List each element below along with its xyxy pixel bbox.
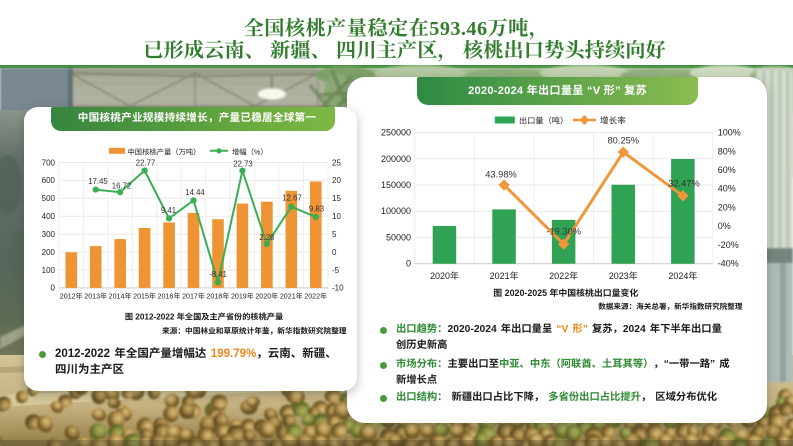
svg-text:2024年: 2024年	[668, 271, 697, 281]
svg-text:2023年: 2023年	[609, 271, 638, 281]
svg-text:2022年: 2022年	[549, 271, 578, 281]
svg-text:2.28: 2.28	[259, 233, 274, 242]
svg-text:2021年: 2021年	[490, 271, 519, 281]
svg-text:16.72: 16.72	[112, 182, 132, 191]
svg-text:2019年: 2019年	[231, 293, 254, 301]
svg-text:出口量（吨）: 出口量（吨）	[519, 116, 568, 125]
svg-text:100: 100	[42, 266, 56, 275]
svg-text:10: 10	[332, 212, 341, 221]
svg-text:43.98%: 43.98%	[485, 170, 517, 180]
svg-text:0%: 0%	[718, 221, 731, 231]
svg-text:-20%: -20%	[718, 240, 739, 250]
svg-text:20: 20	[332, 176, 341, 185]
svg-text:2020年: 2020年	[255, 293, 278, 301]
svg-text:600: 600	[42, 176, 56, 185]
svg-text:图 2020-2025 年中国核桃出口量变化: 图 2020-2025 年中国核桃出口量变化	[493, 288, 638, 298]
svg-text:-10: -10	[332, 284, 344, 293]
svg-text:200000: 200000	[381, 154, 411, 164]
svg-text:-40%: -40%	[718, 259, 739, 269]
svg-text:22.73: 22.73	[233, 159, 253, 168]
svg-text:25: 25	[332, 158, 341, 167]
svg-text:22.77: 22.77	[136, 159, 156, 168]
svg-text:2020年: 2020年	[430, 271, 459, 281]
svg-text:2022年: 2022年	[304, 293, 327, 301]
svg-text:2017年: 2017年	[182, 293, 205, 301]
svg-text:2018年: 2018年	[206, 293, 229, 301]
svg-text:14.44: 14.44	[185, 188, 205, 197]
svg-text:来源：中国林业和草原统计年鉴，新华指数研究院整理: 来源：中国林业和草原统计年鉴，新华指数研究院整理	[162, 327, 347, 336]
svg-text:2013年: 2013年	[84, 293, 107, 301]
svg-text:100000: 100000	[381, 206, 411, 216]
svg-text:2012年: 2012年	[60, 293, 83, 301]
svg-text:5: 5	[332, 230, 337, 239]
svg-text:40%: 40%	[718, 184, 736, 194]
svg-text:300: 300	[42, 230, 56, 239]
svg-text:-19.30%: -19.30%	[546, 226, 581, 236]
svg-text:700: 700	[42, 158, 56, 167]
svg-text:9.41: 9.41	[161, 206, 176, 215]
svg-text:150000: 150000	[381, 180, 411, 190]
svg-text:2015年: 2015年	[133, 293, 156, 301]
svg-text:50000: 50000	[386, 232, 411, 242]
svg-text:500: 500	[42, 194, 56, 203]
svg-text:32.47%: 32.47%	[668, 179, 700, 189]
svg-text:0: 0	[406, 259, 411, 269]
svg-text:12.67: 12.67	[282, 193, 302, 202]
svg-text:中国核桃产量（万吨）: 中国核桃产量（万吨）	[128, 147, 201, 156]
svg-text:17.45: 17.45	[88, 177, 108, 186]
svg-text:250000: 250000	[381, 128, 411, 138]
svg-text:100%: 100%	[718, 128, 741, 138]
svg-text:增长率: 增长率	[600, 115, 626, 125]
svg-text:2016年: 2016年	[158, 293, 181, 301]
svg-text:-5: -5	[332, 266, 340, 275]
svg-text:0: 0	[332, 248, 337, 257]
svg-text:图 2012-2022 年全国及主产省份的核桃产量: 图 2012-2022 年全国及主产省份的核桃产量	[125, 312, 283, 322]
svg-text:2021年: 2021年	[280, 293, 303, 301]
svg-text:-8.41: -8.41	[209, 270, 227, 279]
svg-text:80%: 80%	[718, 146, 736, 156]
svg-text:20%: 20%	[718, 202, 736, 212]
svg-text:增幅（%）: 增幅（%）	[232, 147, 268, 156]
svg-text:60%: 60%	[718, 165, 736, 175]
svg-text:2014年: 2014年	[109, 293, 132, 301]
svg-text:80.25%: 80.25%	[608, 136, 640, 146]
svg-text:400: 400	[42, 212, 56, 221]
svg-text:0: 0	[51, 284, 56, 293]
svg-text:200: 200	[42, 248, 56, 257]
svg-text:数据来源：海关总署，新华指数研究院整理: 数据来源：海关总署，新华指数研究院整理	[598, 302, 743, 311]
svg-text:15: 15	[332, 194, 341, 203]
svg-text:9.83: 9.83	[309, 205, 324, 214]
